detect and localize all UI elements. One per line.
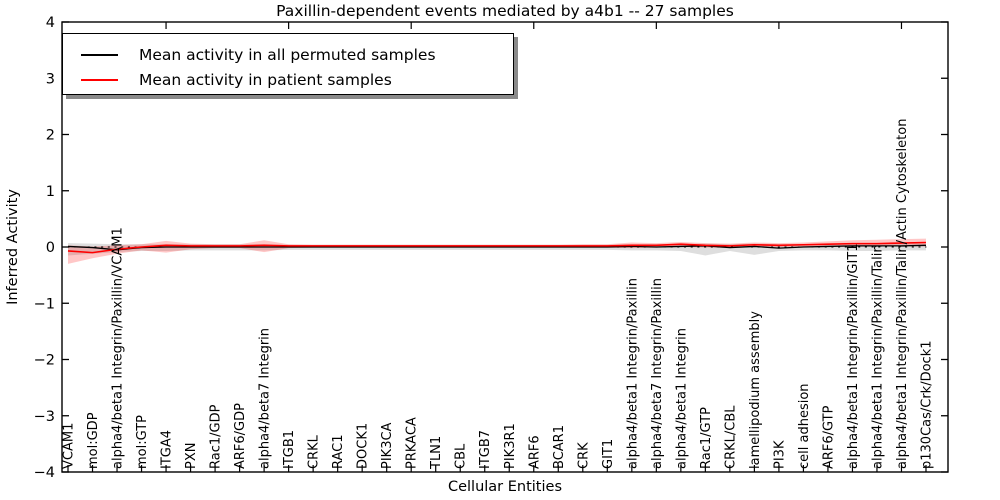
x-category-label: p130Cas/Crk/Dock1 [919, 340, 934, 469]
y-axis-label: Inferred Activity [5, 189, 21, 305]
y-tick-label: −2 [34, 353, 55, 369]
x-category-label: mol:GTP [135, 415, 150, 469]
x-category-label: lamellipodium assembly [748, 311, 763, 469]
x-category-label: CRK [576, 442, 591, 469]
legend-label-patient: Mean activity in patient samples [139, 70, 392, 89]
x-category-label: RAC1 [331, 434, 346, 469]
x-category-label: Rac1/GDP [209, 404, 224, 469]
y-tick-label: 4 [46, 15, 55, 31]
permuted-mean-line [67, 244, 927, 251]
x-category-label: ARF6/GDP [233, 403, 248, 469]
x-category-label: DOCK1 [356, 423, 371, 469]
legend: Mean activity in all permuted samples Me… [62, 33, 514, 95]
x-category-label: TLN1 [429, 436, 444, 470]
x-category-label: PXN [184, 443, 199, 469]
x-category-label: alpha4/beta1 Integrin/Paxillin/Talin/Act… [895, 119, 910, 469]
y-tick-label: −4 [34, 465, 55, 481]
patient-mean-line [67, 241, 927, 254]
x-category-label: PRKACA [405, 417, 420, 469]
y-tick-label: 0 [46, 240, 55, 256]
x-category-label: BCAR1 [552, 425, 567, 469]
x-category-label: alpha4/beta7 Integrin [258, 328, 273, 469]
x-category-label: alpha4/beta1 Integrin/Paxillin/VCAM1 [111, 227, 126, 469]
x-category-label: ARF6 [527, 435, 542, 469]
x-category-label: VCAM1 [62, 423, 77, 469]
y-tick-label: 3 [46, 71, 55, 87]
x-axis-label: Cellular Entities [447, 479, 563, 495]
x-category-label: alpha4/beta1 Integrin [674, 328, 689, 469]
y-tick-label: 1 [46, 184, 55, 200]
x-category-label: ITGB1 [282, 430, 297, 469]
x-category-label: CRKL [307, 434, 322, 469]
x-category-label: Rac1/GTP [699, 407, 714, 469]
x-category-label: cell adhesion [797, 383, 812, 469]
x-category-label: alpha4/beta1 Integrin/Paxillin/GIT1 [846, 243, 861, 469]
chart-title: Paxillin-dependent events mediated by a4… [276, 2, 734, 20]
legend-item-permuted: Mean activity in all permuted samples [81, 42, 513, 67]
legend-item-patient: Mean activity in patient samples [81, 67, 513, 92]
x-category-label: PI3K [772, 440, 787, 469]
x-category-label: ITGA4 [160, 430, 175, 469]
patient-band [68, 238, 926, 264]
x-category-label: alpha4/beta1 Integrin/Paxillin/Talin [870, 244, 885, 469]
x-category-label: mol:GDP [86, 412, 101, 469]
x-category-label: CRKL/CBL [723, 405, 738, 469]
y-tick-label: 2 [46, 128, 55, 144]
y-tick-label: −1 [34, 296, 55, 312]
x-category-label: ARF6/GTP [821, 405, 836, 469]
y-tick-label: −3 [34, 409, 55, 425]
x-category-label: CBL [454, 443, 469, 469]
x-category-label: GIT1 [601, 439, 616, 469]
x-category-label: alpha4/beta1 Integrin/Paxillin [625, 278, 640, 469]
legend-label-permuted: Mean activity in all permuted samples [139, 45, 436, 64]
x-category-label: PIK3R1 [503, 423, 518, 469]
x-category-label: ITGB7 [478, 430, 493, 469]
patient-line-swatch [81, 78, 118, 81]
x-category-label: alpha4/beta7 Integrin/Paxillin [650, 278, 665, 469]
permuted-line-swatch [81, 53, 118, 56]
x-category-label: PIK3CA [380, 422, 395, 469]
